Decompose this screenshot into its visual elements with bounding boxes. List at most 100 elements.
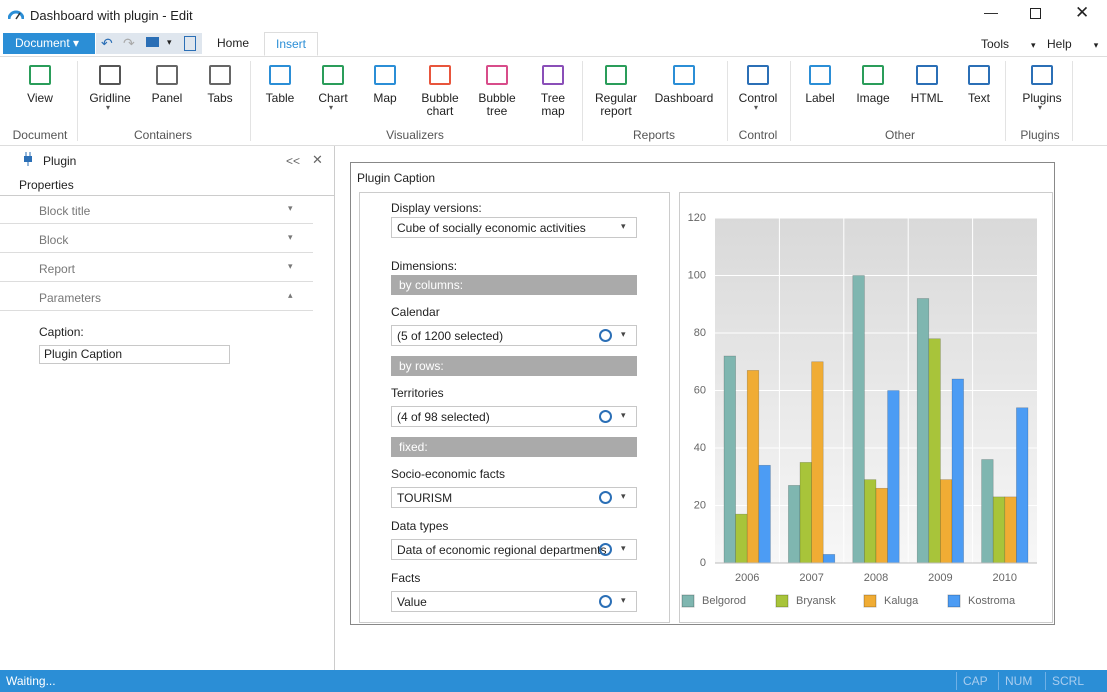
preview-button[interactable] xyxy=(184,36,196,51)
select-box[interactable]: TOURISM ▾ xyxy=(391,487,637,508)
ribbon-button[interactable]: Chart xyxy=(318,91,348,105)
plugin-block[interactable]: Plugin Caption xyxy=(350,162,1055,625)
section-header[interactable]: Block title ▾ xyxy=(0,195,313,224)
dropdown-arrow: ▾ xyxy=(329,103,334,112)
legend-swatch xyxy=(681,594,695,608)
ribbon-button[interactable]: Gridline xyxy=(89,91,131,105)
bar xyxy=(928,338,941,564)
properties-tab[interactable]: Properties xyxy=(19,178,74,192)
ribbon-icon[interactable] xyxy=(673,65,695,85)
help-menu[interactable]: Help ▾ xyxy=(1047,37,1099,51)
close-panel-button[interactable]: ✕ xyxy=(312,152,323,167)
plugin-caption: Plugin Caption xyxy=(357,171,436,185)
select-value: (5 of 1200 selected) xyxy=(397,329,504,343)
status-indicator: NUM xyxy=(1005,674,1033,688)
ribbon-button[interactable]: Image xyxy=(856,91,890,105)
section-header[interactable]: Parameters ▴ xyxy=(0,282,313,311)
ribbon-button[interactable]: Bubble tree xyxy=(478,91,516,118)
ribbon-icon[interactable] xyxy=(605,65,627,85)
window-title: Dashboard with plugin - Edit xyxy=(30,8,193,23)
ribbon-button[interactable]: Bubble chart xyxy=(421,91,459,118)
search-icon xyxy=(599,543,612,556)
ribbon-button[interactable]: Dashboard xyxy=(654,91,714,105)
insert-tab[interactable]: Insert xyxy=(264,32,318,56)
status-separator xyxy=(998,672,999,690)
ribbon-icon[interactable] xyxy=(747,65,769,85)
ribbon-button[interactable]: Tree map xyxy=(540,91,566,118)
ribbon-icon[interactable] xyxy=(209,65,231,85)
ribbon-separator xyxy=(77,61,78,141)
ribbon-separator xyxy=(250,61,251,141)
select-box[interactable]: Value ▾ xyxy=(391,591,637,612)
ribbon-icon[interactable] xyxy=(156,65,178,85)
section-header[interactable]: Block ▾ xyxy=(0,224,313,253)
section-toggle: ▾ xyxy=(288,232,293,242)
print-button[interactable] xyxy=(146,37,159,47)
close-button[interactable]: ✕ xyxy=(1075,3,1090,22)
ribbon-button[interactable]: Regular report xyxy=(594,91,638,118)
ribbon-icon[interactable] xyxy=(99,65,121,85)
ribbon-button[interactable]: Panel xyxy=(151,91,183,105)
select-box[interactable]: (5 of 1200 selected) ▾ xyxy=(391,325,637,346)
select-box[interactable]: Cube of socially economic activities ▾ xyxy=(391,217,637,238)
ribbon-icon[interactable] xyxy=(862,65,884,85)
ribbon-button[interactable]: Plugins xyxy=(1022,91,1062,105)
ribbon-icon[interactable] xyxy=(542,65,564,85)
undo-button[interactable]: ↶ xyxy=(101,35,113,51)
legend-swatch xyxy=(863,594,877,608)
menu-bar: Document ▾ ↶ ↷ ▾ Home Insert Tools ▾ Help… xyxy=(0,32,1107,57)
home-tab[interactable]: Home xyxy=(217,36,250,50)
caption-input[interactable]: Plugin Caption xyxy=(39,345,230,364)
plugin-icon xyxy=(24,152,32,166)
status-text: Waiting... xyxy=(6,674,56,688)
section-title: Parameters xyxy=(39,291,102,305)
section-header[interactable]: Report ▾ xyxy=(0,253,313,282)
ribbon-button[interactable]: Label xyxy=(805,91,835,105)
bar xyxy=(735,513,748,564)
ribbon-icon[interactable] xyxy=(486,65,508,85)
minimize-button[interactable]: — xyxy=(984,4,998,20)
bar xyxy=(1016,407,1029,564)
ribbon-button[interactable]: Map xyxy=(373,91,397,105)
ribbon-icon[interactable] xyxy=(968,65,990,85)
chart: 0 20 40 60 80 100 120 2006 2007 2008 2009 2010 Belgo… xyxy=(681,212,1037,608)
ribbon-icon[interactable] xyxy=(374,65,396,85)
tools-menu[interactable]: Tools ▾ xyxy=(981,37,1036,51)
select-box[interactable]: Data of economic regional departments ▾ xyxy=(391,539,637,560)
bar xyxy=(746,370,760,564)
ribbon-icon[interactable] xyxy=(29,65,51,85)
document-menu[interactable]: Document ▾ xyxy=(3,33,95,54)
dropdown-arrow: ▾ xyxy=(106,103,111,112)
ribbon-icon[interactable] xyxy=(1031,65,1053,85)
ribbon-icon[interactable] xyxy=(916,65,938,85)
ribbon-button[interactable]: Tabs xyxy=(207,91,233,105)
ribbon-button[interactable]: Control xyxy=(738,91,778,105)
print-dropdown[interactable]: ▾ xyxy=(167,37,172,47)
search-icon xyxy=(599,491,612,504)
maximize-button[interactable] xyxy=(1030,8,1041,19)
select-value: (4 of 98 selected) xyxy=(397,410,490,424)
ribbon-button[interactable]: Text xyxy=(967,91,990,105)
ribbon-icon[interactable] xyxy=(322,65,344,85)
ribbon-separator xyxy=(727,61,728,141)
collapse-button[interactable]: << xyxy=(286,154,301,168)
ribbon-button[interactable]: Table xyxy=(265,91,295,105)
ribbon-icon[interactable] xyxy=(429,65,451,85)
ribbon-icon[interactable] xyxy=(809,65,831,85)
field-label: Territories xyxy=(391,386,444,400)
ribbon-button[interactable]: HTML xyxy=(910,91,944,105)
select-value: TOURISM xyxy=(397,491,453,505)
help-label: Help xyxy=(1047,37,1072,51)
ribbon-button[interactable]: View xyxy=(27,91,53,105)
legend-label: Belgorod xyxy=(702,595,746,607)
ribbon-separator xyxy=(1005,61,1006,141)
bar xyxy=(811,361,824,564)
ribbon-icon[interactable] xyxy=(269,65,291,85)
search-icon xyxy=(599,329,612,342)
divider xyxy=(0,195,334,196)
redo-button[interactable]: ↷ xyxy=(123,35,135,51)
select-box[interactable]: (4 of 98 selected) ▾ xyxy=(391,406,637,427)
legend-label: Bryansk xyxy=(796,595,836,607)
ribbon-group-label: Visualizers xyxy=(386,128,444,142)
y-tick-label: 120 xyxy=(688,212,706,224)
